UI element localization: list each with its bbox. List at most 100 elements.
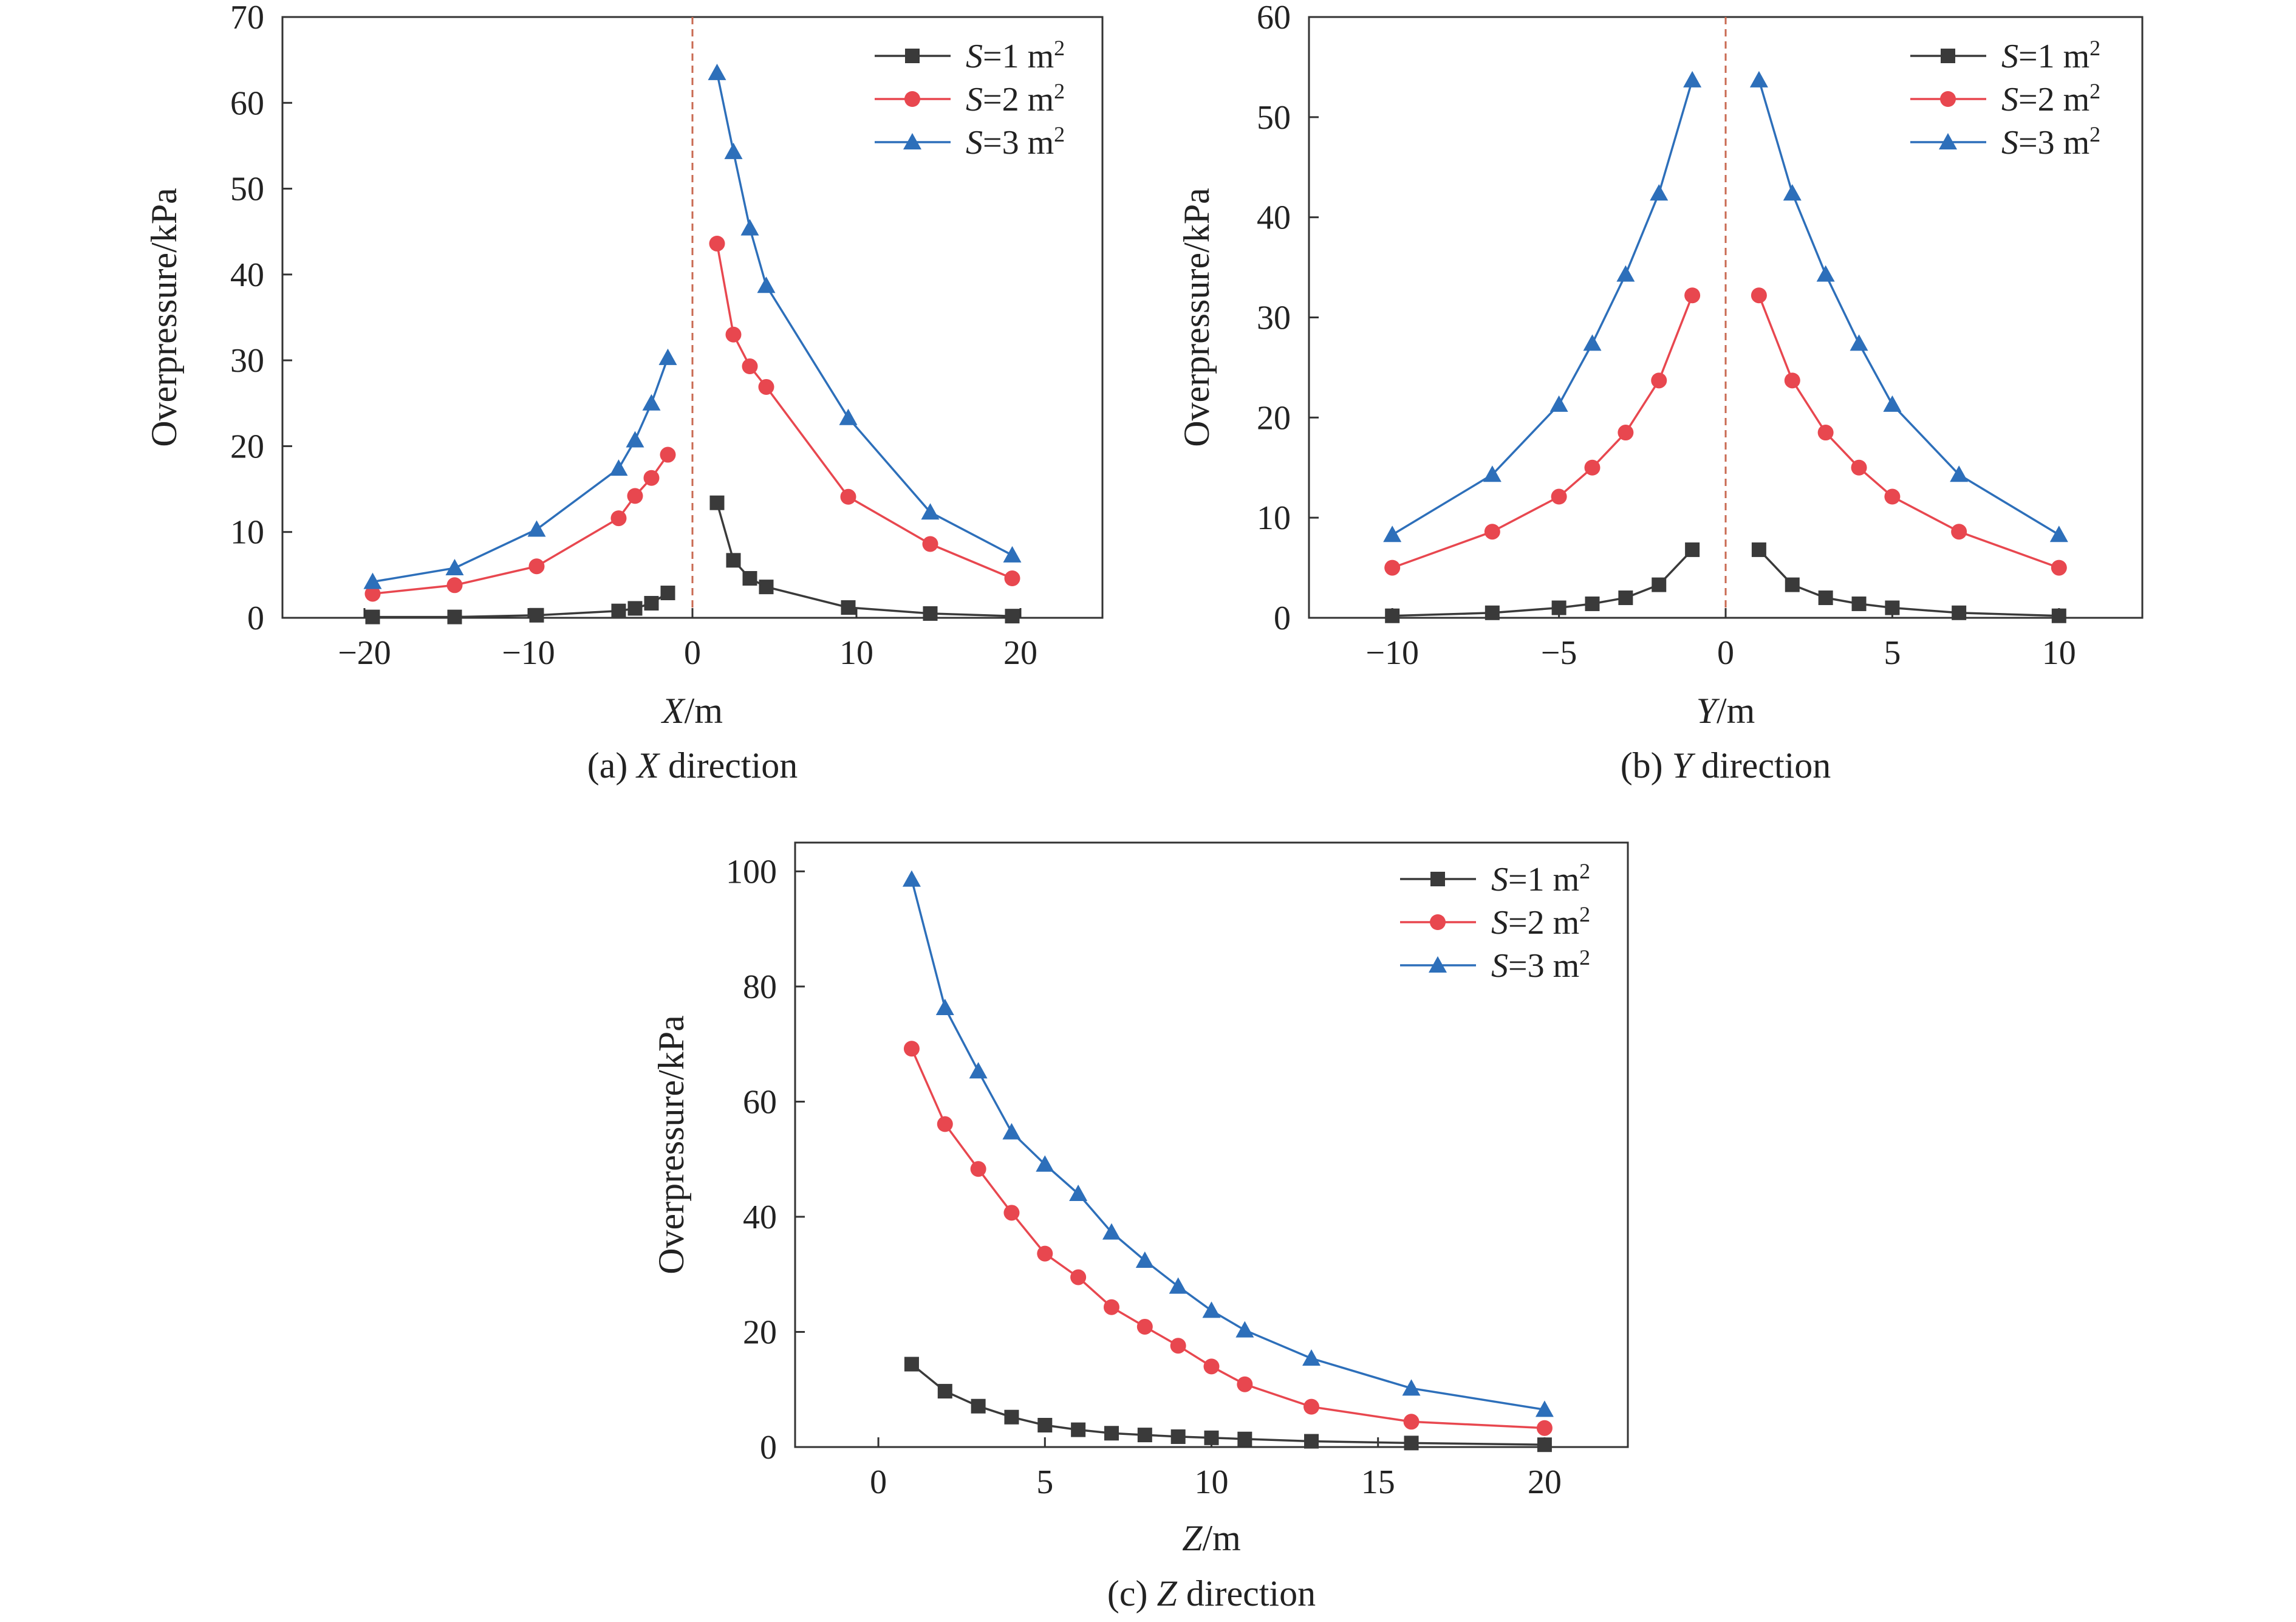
legend-label: S=2 m2 [1491, 902, 1590, 942]
data-point-square [759, 580, 774, 595]
legend-label: S=3 m2 [2001, 122, 2100, 162]
data-point-circle [1684, 287, 1701, 304]
data-point-circle [970, 1161, 986, 1177]
legend-label: S=1 m2 [966, 36, 1065, 75]
data-point-circle [446, 577, 463, 594]
data-point-square [1404, 1436, 1419, 1451]
data-point-square [1618, 590, 1633, 606]
x-tick-label: 10 [1195, 1463, 1229, 1501]
data-point-square [1818, 590, 1833, 606]
data-point-triangle [445, 559, 464, 576]
legend-entry: S=2 m2 [875, 79, 1065, 118]
data-point-square [644, 595, 659, 611]
data-point-square [1037, 1417, 1053, 1432]
data-point-triangle [921, 503, 940, 520]
y-tick-label: 40 [230, 256, 264, 294]
x-axis-label: Z/m [1182, 1518, 1241, 1558]
data-point-circle [1037, 1245, 1053, 1262]
data-point-triangle [1883, 395, 1902, 412]
data-point-triangle [1069, 1185, 1088, 1202]
data-point-circle [1203, 1358, 1220, 1375]
legend-marker-triangle [1939, 133, 1957, 149]
data-point-triangle [1850, 334, 1868, 351]
y-tick-label: 30 [230, 342, 264, 380]
data-point-circle [1004, 570, 1020, 587]
y-axis-label: Overpressure/kPa [1177, 188, 1217, 447]
legend-label: S=3 m2 [966, 122, 1065, 162]
x-tick-label: 0 [870, 1463, 887, 1501]
data-point-square [1237, 1431, 1252, 1446]
y-axis-label: Overpressure/kPa [144, 188, 184, 447]
data-point-triangle [1749, 70, 1768, 87]
data-point-triangle [1535, 1400, 1554, 1417]
data-point-square [841, 600, 856, 615]
data-point-triangle [1036, 1155, 1054, 1172]
y-axis-label: Overpressure/kPa [651, 1015, 691, 1275]
data-point-square [1585, 596, 1600, 611]
data-point-square [1785, 577, 1800, 592]
data-point-square [1071, 1422, 1086, 1437]
data-point-triangle [708, 63, 726, 80]
series-3 [1383, 70, 2068, 542]
series-line [1758, 295, 2060, 569]
data-point-triangle [1135, 1251, 1154, 1268]
x-tick-label: −10 [1365, 634, 1419, 672]
x-tick-label: 5 [1036, 1463, 1053, 1501]
data-point-circle [725, 326, 742, 343]
y-tick-label: 40 [1257, 199, 1291, 237]
data-point-triangle [1202, 1301, 1221, 1318]
y-tick-label: 0 [1274, 600, 1291, 637]
series-line [1392, 295, 1693, 569]
series-1 [1385, 542, 2066, 623]
data-point-triangle [724, 142, 743, 159]
data-point-square [365, 609, 380, 625]
data-point-triangle [740, 219, 759, 236]
data-point-triangle [1102, 1223, 1121, 1240]
data-point-square [1204, 1430, 1219, 1445]
series-line [911, 879, 1545, 1411]
data-point-triangle [1950, 465, 1969, 482]
series-line [716, 243, 1013, 580]
legend-marker-square [1430, 872, 1445, 886]
legend-marker-circle [1430, 914, 1446, 930]
x-axis-label: X/m [661, 691, 723, 731]
data-point-circle [758, 378, 774, 395]
y-tick-label: 40 [743, 1199, 777, 1236]
data-point-triangle [969, 1062, 988, 1079]
y-tick-label: 80 [743, 968, 777, 1006]
panel-caption: (a) X direction [587, 745, 798, 785]
data-point-square [904, 1357, 919, 1372]
y-tick-label: 0 [760, 1429, 777, 1466]
data-point-triangle [1002, 1123, 1021, 1140]
data-point-circle [903, 1041, 920, 1057]
data-point-circle [1951, 524, 1967, 540]
series-line [1758, 549, 2059, 617]
x-axis-label: Y/m [1696, 691, 1755, 731]
data-point-triangle [363, 572, 382, 589]
y-tick-label: 60 [230, 84, 264, 122]
data-point-square [709, 495, 725, 510]
data-point-circle [1784, 372, 1800, 389]
legend-entry: S=1 m2 [875, 36, 1065, 75]
data-point-circle [528, 558, 545, 575]
data-point-square [1104, 1426, 1119, 1441]
data-point-triangle [609, 459, 628, 476]
data-point-circle [1651, 372, 1667, 389]
data-point-triangle [1816, 265, 1835, 282]
series-line [911, 1048, 1545, 1429]
data-point-triangle [1402, 1379, 1421, 1396]
legend-label: S=1 m2 [2001, 36, 2100, 75]
x-tick-label: 0 [684, 634, 701, 672]
data-point-circle [1237, 1376, 1253, 1392]
x-tick-label: 20 [1003, 634, 1037, 672]
data-point-circle [660, 447, 676, 463]
data-point-circle [840, 488, 856, 505]
data-point-square [529, 607, 544, 623]
data-point-triangle [1783, 184, 1802, 201]
data-point-triangle [935, 998, 954, 1015]
x-tick-label: 5 [1884, 634, 1901, 672]
y-tick-label: 30 [1257, 299, 1291, 337]
data-point-circle [1003, 1205, 1020, 1221]
x-tick-label: 0 [1717, 634, 1734, 672]
